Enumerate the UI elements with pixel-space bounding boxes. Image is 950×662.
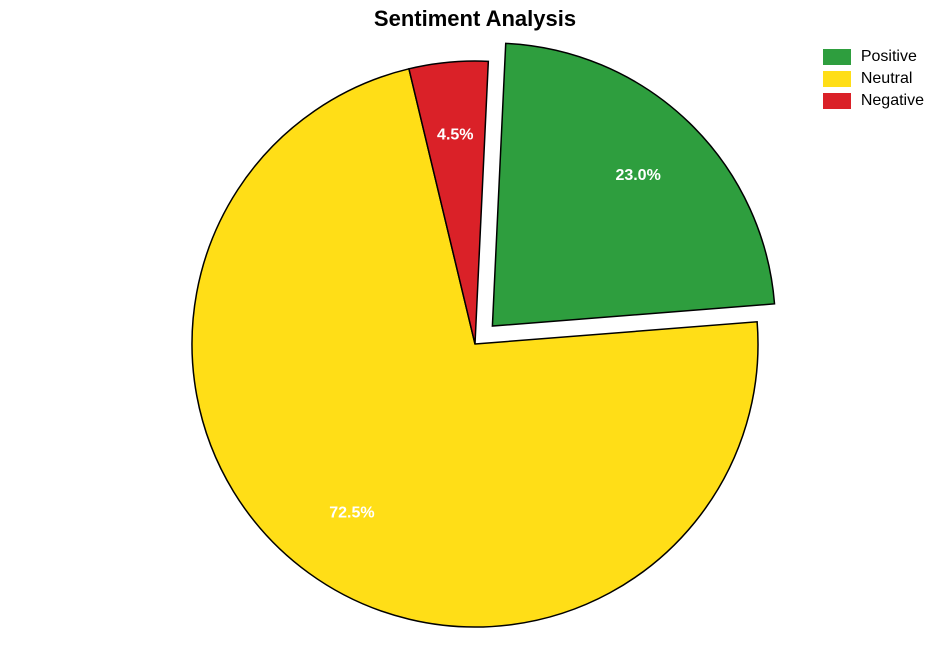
legend-label-positive: Positive xyxy=(861,48,917,66)
pie-label-neutral: 72.5% xyxy=(329,505,374,522)
legend-item-neutral: Neutral xyxy=(823,70,924,88)
legend-label-negative: Negative xyxy=(861,92,924,110)
pie-label-negative: 4.5% xyxy=(437,127,473,144)
legend-label-neutral: Neutral xyxy=(861,70,913,88)
legend-swatch-negative xyxy=(823,93,851,109)
legend: Positive Neutral Negative xyxy=(823,48,924,114)
legend-item-negative: Negative xyxy=(823,92,924,110)
legend-item-positive: Positive xyxy=(823,48,924,66)
sentiment-pie-chart: Sentiment Analysis 72.5%4.5%23.0% Positi… xyxy=(0,0,950,662)
legend-swatch-positive xyxy=(823,49,851,65)
legend-swatch-neutral xyxy=(823,71,851,87)
pie-slice-positive xyxy=(492,43,774,326)
pie-svg: 72.5% 4.5% 23.0% xyxy=(0,0,950,662)
pie-label-positive: 23.0% xyxy=(615,167,660,184)
